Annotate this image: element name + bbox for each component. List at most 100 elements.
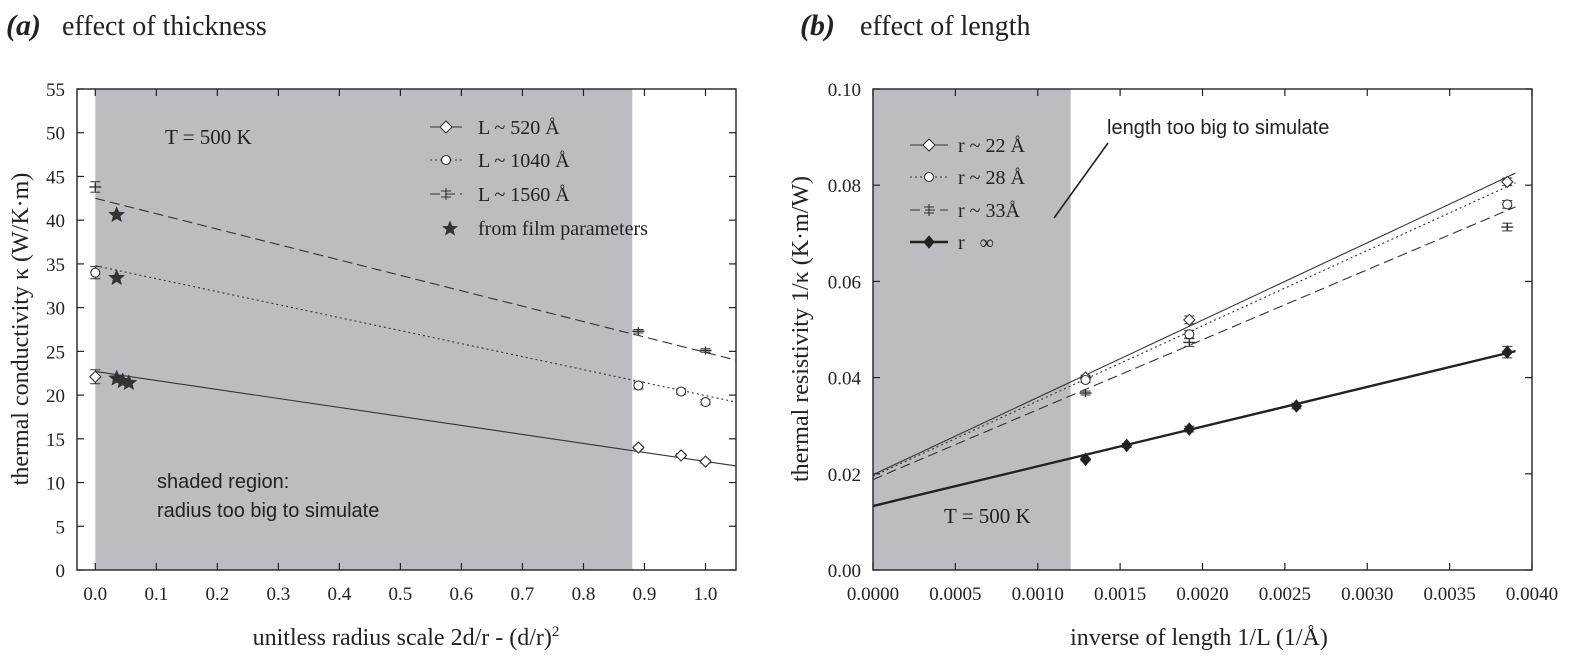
annotation-shaded-line2: radius too big to simulate bbox=[157, 500, 379, 522]
panel-a-letter: (a) bbox=[6, 9, 41, 42]
point-b-s4-5 bbox=[1501, 345, 1513, 359]
legend-b-entry-3: r ~ 33Å bbox=[910, 200, 1020, 222]
point-a-s1-4 bbox=[699, 455, 712, 468]
legend-b-label-2: r ~ 28 Å bbox=[958, 167, 1025, 189]
x-tick-label-b-1: 0.0005 bbox=[929, 584, 981, 605]
y-tick-label-a-10: 50 bbox=[46, 124, 65, 145]
point-b-s4-4 bbox=[1290, 399, 1303, 413]
legend-b-label-1: r ~ 22 Å bbox=[958, 135, 1025, 157]
fit-line-a-3 bbox=[95, 197, 737, 361]
x-tick-label-a-1: 0.1 bbox=[144, 584, 168, 605]
shaded-region-a bbox=[95, 89, 633, 570]
y-tick-label-b-1: 0.02 bbox=[828, 465, 861, 486]
y-tick-label-a-0: 0 bbox=[56, 561, 66, 582]
y-tick-label-a-7: 35 bbox=[46, 255, 65, 276]
point-a-s2-1 bbox=[90, 267, 101, 278]
y-tick-label-a-9: 45 bbox=[46, 167, 65, 188]
fit-line-a-1 bbox=[95, 370, 737, 467]
y-axis-label-a: thermal conductivity κ (W/K·m) bbox=[8, 173, 34, 486]
panel-b-letter: (b) bbox=[800, 9, 835, 42]
y-tick-label-b-2: 0.04 bbox=[828, 369, 862, 390]
y-tick-label-a-1: 5 bbox=[56, 517, 66, 538]
point-b-s1-2 bbox=[1183, 313, 1196, 327]
point-a-s4-2 bbox=[108, 269, 126, 286]
legend-a-label-3: L ~ 1560 Å bbox=[478, 184, 570, 206]
legend-a-entry-4: from film parameters bbox=[442, 218, 648, 240]
y-tick-label-a-11: 55 bbox=[46, 80, 65, 101]
annotation-temperature-b: T = 500 K bbox=[944, 504, 1031, 528]
point-a-s1-3 bbox=[674, 449, 688, 462]
chart-panel-b: 0.0000 0.0005 0.0010 0.0015 0.0020 0.0025 0.00… bbox=[788, 80, 1558, 651]
x-tick-label-a-9: 0.9 bbox=[633, 584, 657, 605]
shaded-region-b bbox=[873, 89, 1071, 570]
x-tick-label-b-8: 0.0040 bbox=[1506, 584, 1558, 605]
point-b-s2-3 bbox=[1502, 199, 1513, 210]
x-tick-label-a-10: 1.0 bbox=[694, 584, 718, 605]
legend-a-entry-2: L ~ 1040 Å bbox=[430, 150, 570, 172]
legend-b-entry-2: r ~ 28 Å bbox=[910, 167, 1025, 189]
x-axis-label-a: unitless radius scale 2d/r - (d/r)2 bbox=[253, 624, 560, 651]
x-tick-label-b-7: 0.0035 bbox=[1424, 584, 1476, 605]
x-tick-label-a-3: 0.3 bbox=[266, 584, 290, 605]
legend-a-label-2: L ~ 1040 Å bbox=[478, 150, 570, 172]
point-a-s2-4 bbox=[700, 397, 711, 408]
x-tick-label-b-0: 0.0000 bbox=[847, 584, 899, 605]
legend-b: r ~ 22 Å r ~ 28 Å r ~ 33Å r ∞ bbox=[910, 135, 1025, 254]
point-a-s3-3 bbox=[699, 346, 712, 355]
annotation-pointer-line bbox=[1053, 142, 1109, 219]
y-axis-label-b: thermal resistivity 1/κ (K·m/W) bbox=[788, 176, 814, 482]
legend-a-label-1: L ~ 520 Å bbox=[478, 117, 560, 139]
fit-line-b-3 bbox=[872, 206, 1516, 481]
y-tick-label-a-2: 10 bbox=[46, 474, 65, 495]
fit-line-a-2 bbox=[95, 265, 737, 403]
legend-b-entry-1: r ~ 22 Å bbox=[910, 135, 1025, 157]
x-tick-label-b-2: 0.0010 bbox=[1012, 584, 1064, 605]
point-b-s2-2 bbox=[1184, 329, 1195, 340]
legend-a-entry-3: L ~ 1560 Å bbox=[430, 184, 570, 206]
point-b-s4-3 bbox=[1183, 422, 1195, 436]
x-tick-label-a-2: 0.2 bbox=[205, 584, 229, 605]
x-axis-label-b: inverse of length 1/L (1/Å) bbox=[1070, 625, 1328, 651]
point-a-s4-5 bbox=[120, 374, 138, 390]
y-tick-label-a-5: 25 bbox=[46, 342, 65, 363]
point-a-s3-2 bbox=[632, 327, 645, 336]
point-a-s1-2 bbox=[632, 441, 645, 454]
legend-b-label-3: r ~ 33Å bbox=[958, 200, 1020, 222]
y-tick-label-a-6: 30 bbox=[46, 299, 65, 320]
annotation-shaded-line1: shaded region: bbox=[157, 471, 289, 493]
y-tick-label-a-8: 40 bbox=[46, 211, 65, 232]
x-tick-label-a-4: 0.4 bbox=[328, 584, 352, 605]
point-a-s2-2 bbox=[633, 380, 644, 391]
panel-b-title: effect of length bbox=[860, 11, 1031, 42]
x-tick-label-a-7: 0.7 bbox=[511, 584, 535, 605]
annotation-length-too-big: length too big to simulate bbox=[1107, 117, 1329, 139]
x-axis-label-a-base: unitless radius scale 2d/r - (d/r) bbox=[253, 625, 552, 651]
panel-a-title: effect of thickness bbox=[62, 11, 267, 42]
point-b-s1-3 bbox=[1501, 175, 1514, 189]
point-a-s2-3 bbox=[676, 386, 687, 397]
y-tick-label-b-0: 0.00 bbox=[828, 561, 861, 582]
plot-frame-a bbox=[76, 88, 737, 571]
x-tick-label-b-6: 0.0030 bbox=[1341, 584, 1393, 605]
x-tick-label-a-6: 0.6 bbox=[450, 584, 474, 605]
point-b-s4-1 bbox=[1079, 452, 1092, 467]
y-tick-label-b-4: 0.08 bbox=[828, 176, 861, 197]
legend-b-entry-4: r ∞ bbox=[910, 232, 994, 254]
x-tick-label-b-5: 0.0025 bbox=[1259, 584, 1311, 605]
x-tick-label-b-3: 0.0015 bbox=[1094, 584, 1146, 605]
point-b-s3-2 bbox=[1183, 338, 1196, 347]
x-tick-label-a-0: 0.0 bbox=[83, 584, 107, 605]
point-b-s4-2 bbox=[1121, 438, 1133, 453]
y-tick-label-b-5: 0.10 bbox=[828, 80, 861, 101]
legend-a-entry-1: L ~ 520 Å bbox=[430, 117, 560, 139]
chart-panel-a: 0.0 0.1 0.2 0.3 0.4 0.5 0.6 0.7 0.8 0.9 1.0 0 5 10 15 2… bbox=[8, 80, 737, 651]
x-tick-label-b-4: 0.0020 bbox=[1176, 584, 1228, 605]
point-b-s3-1 bbox=[1079, 388, 1092, 397]
point-a-s4-1 bbox=[108, 206, 126, 223]
legend-a-label-4: from film parameters bbox=[478, 218, 648, 240]
point-a-s1-1 bbox=[89, 370, 102, 384]
x-tick-label-a-5: 0.5 bbox=[389, 584, 413, 605]
x-axis-label-a-sup: 2 bbox=[552, 624, 560, 640]
point-b-s2-1 bbox=[1080, 374, 1091, 386]
